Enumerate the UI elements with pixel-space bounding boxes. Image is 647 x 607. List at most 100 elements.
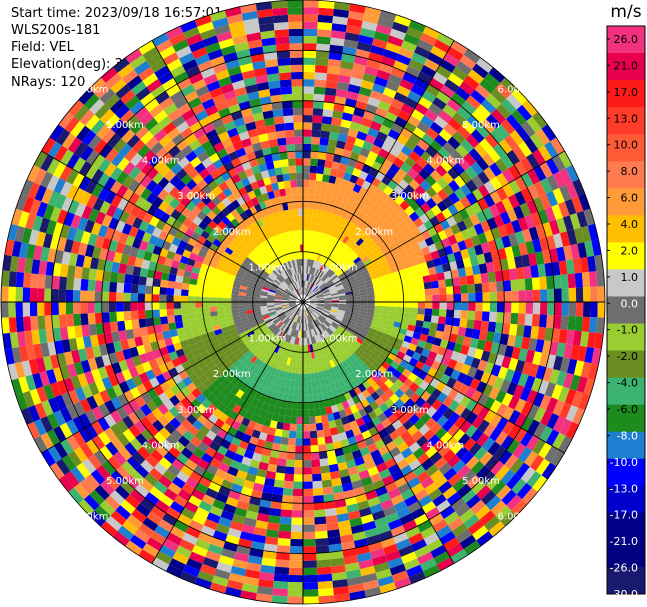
- range-gate: [309, 237, 314, 246]
- range-gate: [308, 322, 312, 330]
- range-gate: [372, 281, 381, 288]
- range-gate: [490, 460, 505, 476]
- range-gate: [463, 152, 477, 167]
- range-gate: [357, 316, 366, 322]
- range-gate: [315, 357, 320, 366]
- range-gate: [371, 38, 388, 49]
- range-gate: [309, 344, 314, 352]
- range-gate: [365, 315, 374, 321]
- range-gate: [324, 296, 332, 299]
- range-gate: [348, 355, 356, 364]
- range-gate: [341, 194, 350, 204]
- range-gate: [335, 329, 343, 336]
- range-gate: [310, 300, 318, 302]
- range-gate: [345, 338, 354, 346]
- range-gate: [495, 124, 510, 140]
- range-gate: [403, 260, 413, 269]
- range-gate: [451, 523, 468, 538]
- range-gate: [410, 258, 420, 267]
- range-gate: [323, 377, 330, 386]
- range-gate: [353, 256, 362, 264]
- range-gate: [424, 109, 439, 122]
- range-gate: [397, 482, 411, 495]
- range-gate: [514, 176, 528, 191]
- range-gate: [453, 309, 461, 319]
- range-gate: [367, 127, 379, 138]
- range-gate: [518, 290, 526, 302]
- range-gate: [460, 139, 474, 153]
- range-gate: [431, 287, 440, 296]
- range-gate: [515, 230, 526, 245]
- instrument-label: WLS200s-181: [11, 23, 101, 38]
- range-gate: [393, 378, 404, 389]
- range-gate: [465, 456, 480, 470]
- range-gate: [551, 204, 563, 220]
- range-gate: [375, 216, 385, 226]
- range-gate: [478, 263, 488, 274]
- range-gate: [399, 393, 410, 404]
- range-gate: [322, 290, 330, 295]
- range-gate: [446, 46, 464, 61]
- range-gate: [428, 434, 441, 447]
- range-gate: [308, 194, 315, 202]
- range-gate: [556, 217, 567, 234]
- range-gate: [446, 294, 454, 302]
- range-gate: [320, 355, 327, 364]
- range-gate: [343, 284, 351, 289]
- range-gate: [359, 288, 367, 293]
- range-gate: [322, 392, 330, 401]
- range-gate: [389, 200, 400, 211]
- range-gate: [358, 124, 370, 135]
- range-gate: [448, 399, 460, 412]
- range-gate: [309, 298, 318, 301]
- range-gate: [316, 293, 324, 297]
- range-gate: [421, 501, 437, 514]
- range-gate: [342, 376, 350, 386]
- range-gate: [446, 253, 456, 263]
- range-gate: [347, 322, 356, 329]
- range-gate: [553, 274, 562, 289]
- range-gate: [310, 303, 318, 305]
- range-gate: [488, 386, 501, 400]
- range-gate: [376, 271, 386, 278]
- range-gate: [342, 149, 352, 159]
- range-gate: [308, 274, 312, 282]
- range-gate: [377, 575, 395, 587]
- range-gate: [355, 322, 364, 329]
- range-gate: [464, 327, 474, 338]
- range-gate: [381, 293, 390, 298]
- range-gate: [351, 243, 359, 252]
- range-gate: [338, 295, 346, 299]
- range-gate: [565, 329, 575, 345]
- range-gate: [355, 401, 365, 411]
- range-gate: [438, 462, 453, 476]
- range-gate: [380, 211, 390, 221]
- range-gate: [392, 225, 402, 235]
- range-gate: [315, 65, 328, 74]
- range-gate: [364, 279, 373, 286]
- range-gate: [344, 32, 360, 42]
- range-gate: [353, 208, 362, 218]
- range-gate: [342, 235, 350, 244]
- range-gate: [552, 432, 566, 450]
- range-gate: [481, 311, 490, 322]
- range-gate: [329, 273, 337, 280]
- range-gate: [381, 332, 391, 340]
- range-gate: [345, 135, 357, 145]
- range-gate: [324, 160, 333, 169]
- range-gate: [500, 379, 512, 393]
- range-gate: [315, 318, 322, 326]
- range-gate: [380, 383, 390, 393]
- range-gate: [375, 378, 385, 388]
- range-gate: [303, 244, 306, 252]
- range-gate: [338, 293, 346, 297]
- range-gate: [331, 23, 347, 33]
- range-gate: [545, 158, 560, 175]
- range-gate: [430, 250, 440, 260]
- range-gate: [308, 187, 315, 195]
- range-gate: [338, 409, 347, 419]
- range-gate: [398, 220, 408, 231]
- range-gate: [349, 121, 361, 131]
- range-gate: [457, 464, 471, 479]
- range-gate: [386, 319, 395, 327]
